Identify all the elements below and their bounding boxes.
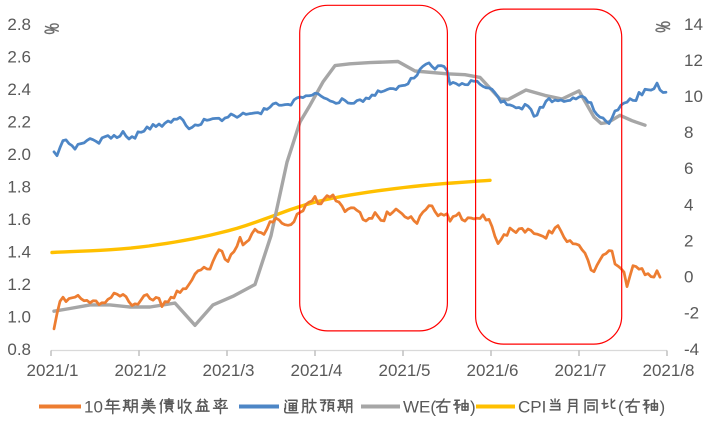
- svg-text:8: 8: [684, 123, 693, 142]
- svg-text:2021/2: 2021/2: [115, 361, 167, 380]
- svg-text:1.2: 1.2: [7, 275, 31, 294]
- svg-text:10: 10: [84, 397, 103, 416]
- svg-text:2.6: 2.6: [7, 47, 31, 66]
- svg-text:1.6: 1.6: [7, 210, 31, 229]
- svg-text:-4: -4: [684, 340, 699, 359]
- svg-text:CPI: CPI: [518, 397, 546, 416]
- svg-text:(: (: [618, 397, 624, 416]
- svg-text:12: 12: [684, 51, 703, 70]
- svg-text:1.0: 1.0: [7, 307, 31, 326]
- svg-text:-2: -2: [684, 304, 699, 323]
- svg-text:2021/5: 2021/5: [379, 361, 431, 380]
- svg-text:2021/6: 2021/6: [467, 361, 519, 380]
- svg-text:2021/3: 2021/3: [203, 361, 255, 380]
- svg-text:2.0: 2.0: [7, 145, 31, 164]
- svg-text:): ): [660, 397, 666, 416]
- svg-text:2021/4: 2021/4: [291, 361, 343, 380]
- svg-text:WE(: WE(: [403, 397, 436, 416]
- svg-text:10: 10: [684, 87, 703, 106]
- svg-text:2021/8: 2021/8: [643, 361, 695, 380]
- svg-text:2021/1: 2021/1: [27, 361, 79, 380]
- svg-text:2: 2: [684, 232, 693, 251]
- svg-text:2.2: 2.2: [7, 112, 31, 131]
- svg-text:14: 14: [684, 15, 703, 34]
- svg-text:2021/7: 2021/7: [555, 361, 607, 380]
- svg-text:): ): [470, 397, 476, 416]
- svg-text:0: 0: [684, 268, 693, 287]
- svg-text:6: 6: [684, 159, 693, 178]
- svg-text:0.8: 0.8: [7, 340, 31, 359]
- svg-text:1.8: 1.8: [7, 177, 31, 196]
- svg-text:2.4: 2.4: [7, 80, 31, 99]
- svg-text:4: 4: [684, 195, 693, 214]
- svg-text:2.8: 2.8: [7, 15, 31, 34]
- svg-text:1.4: 1.4: [7, 242, 31, 261]
